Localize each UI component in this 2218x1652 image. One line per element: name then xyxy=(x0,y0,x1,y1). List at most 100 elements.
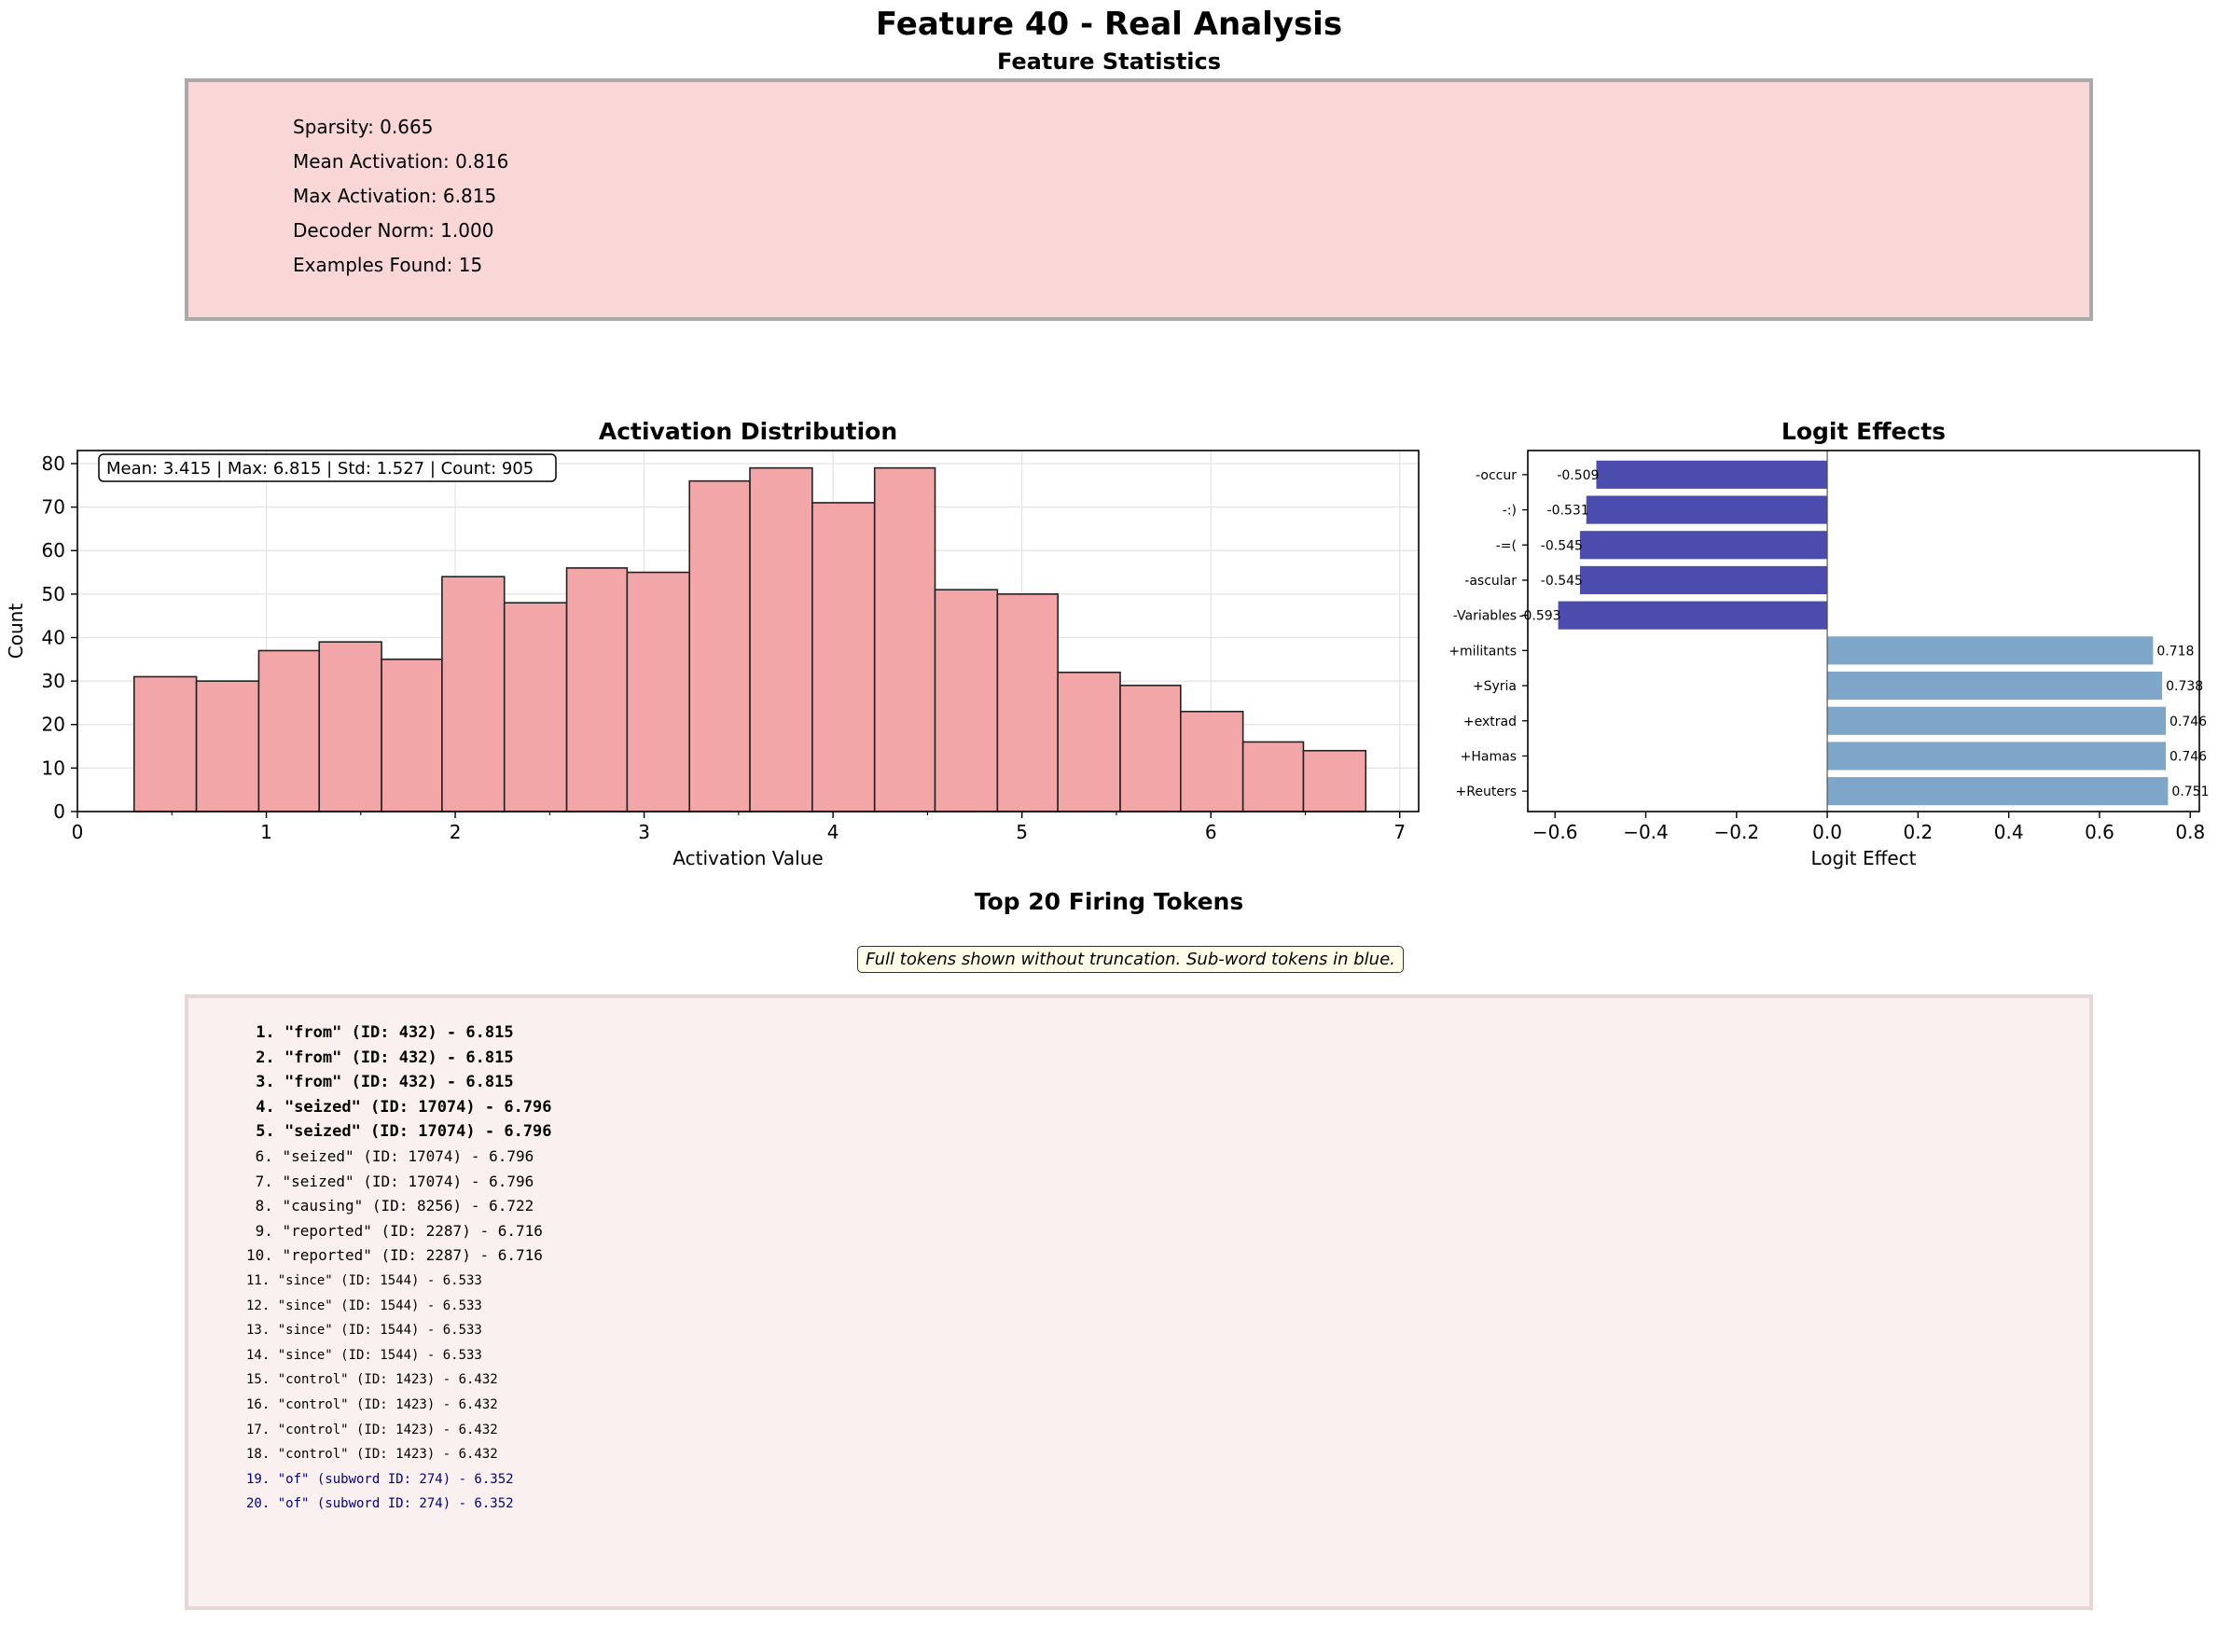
histogram-bar xyxy=(996,593,1059,812)
histogram-bar xyxy=(132,675,198,812)
logit-bar xyxy=(1596,460,1828,489)
logit-category-label: -:) xyxy=(1503,504,1517,519)
histogram-bar xyxy=(441,576,506,812)
histogram-bar xyxy=(195,680,260,812)
stat-sparsity: Sparsity: 0.665 xyxy=(293,116,434,138)
histogram-bar xyxy=(318,641,382,812)
token-row: 17. "control" (ID: 1423) - 6.432 xyxy=(246,1422,498,1437)
histogram-xtick-label: 3 xyxy=(638,821,650,843)
histogram-bar xyxy=(503,602,568,812)
logit-category-label: +Reuters xyxy=(1456,784,1517,799)
stat-examples-found: Examples Found: 15 xyxy=(293,254,483,276)
logit-value-label: 0.746 xyxy=(2169,715,2207,729)
histogram-bar xyxy=(1180,710,1244,812)
histogram-xtick-label: 1 xyxy=(260,821,272,843)
histogram-ytick-label: 50 xyxy=(42,583,65,605)
histogram-annotation-box xyxy=(98,453,557,482)
logit-bar xyxy=(1827,706,2166,735)
logit-title: Logit Effects xyxy=(1781,418,1946,445)
stat-max-activation: Max Activation: 6.815 xyxy=(293,185,497,207)
logit-category-label: -Variables xyxy=(1453,609,1517,624)
logit-frame xyxy=(1527,450,2200,812)
token-row: 14. "since" (ID: 1544) - 6.533 xyxy=(246,1347,482,1363)
tokens-note: Full tokens shown without truncation. Su… xyxy=(857,946,1404,973)
histogram-ytick-label: 0 xyxy=(53,800,65,823)
logit-xtick-label: −0.2 xyxy=(1713,821,1759,843)
token-row: 2. "from" (ID: 432) - 6.815 xyxy=(246,1048,514,1067)
histogram-bar xyxy=(1302,749,1367,812)
logit-bar xyxy=(1827,777,2169,806)
histogram-ytick-label: 80 xyxy=(42,452,65,475)
histogram-ylabel: Count xyxy=(5,604,27,659)
token-row: 3. "from" (ID: 432) - 6.815 xyxy=(246,1073,514,1092)
logit-category-label: +extrad xyxy=(1463,715,1517,729)
logit-value-label: -0.593 xyxy=(1518,609,1560,624)
logit-effects-chart: Logit Effects -occur -0.509 -:) -0.531 -=(-0.… xyxy=(1449,418,2209,869)
token-row-subword: 19. "of" (subword ID: 274) - 6.352 xyxy=(246,1471,514,1487)
histogram-xtick-label: 7 xyxy=(1393,821,1406,843)
token-row: 11. "since" (ID: 1544) - 6.533 xyxy=(246,1272,482,1288)
logit-value-label: 0.718 xyxy=(2156,644,2194,659)
histogram-bar xyxy=(873,466,936,812)
token-row: 15. "control" (ID: 1423) - 6.432 xyxy=(246,1372,498,1388)
histogram-bar xyxy=(565,567,629,812)
token-row: 4. "seized" (ID: 17074) - 6.796 xyxy=(246,1097,552,1117)
logit-xtick-label: −0.6 xyxy=(1532,821,1578,843)
token-row: 18. "control" (ID: 1423) - 6.432 xyxy=(246,1447,498,1463)
histogram-bar xyxy=(1241,741,1305,812)
histogram-ytick-label: 40 xyxy=(42,626,65,648)
histogram-ytick-label: 70 xyxy=(42,496,65,519)
histogram-xtick-label: 4 xyxy=(827,821,839,843)
histogram-bar xyxy=(688,479,751,812)
token-row-subword: 20. "of" (subword ID: 274) - 6.352 xyxy=(246,1496,514,1512)
stats-panel: Sparsity: 0.665 Mean Activation: 0.816 M… xyxy=(185,78,2093,321)
token-row: 16. "control" (ID: 1423) - 6.432 xyxy=(246,1396,498,1412)
logit-category-label: +Hamas xyxy=(1461,749,1517,764)
token-row: 5. "seized" (ID: 17074) - 6.796 xyxy=(246,1122,552,1142)
logit-category-label: -=( xyxy=(1496,538,1517,553)
token-row: 10. "reported" (ID: 2287) - 6.716 xyxy=(246,1246,543,1265)
token-row: 6. "seized" (ID: 17074) - 6.796 xyxy=(246,1146,534,1165)
stat-mean-activation: Mean Activation: 0.816 xyxy=(293,150,509,173)
histogram-bar xyxy=(934,589,999,812)
logit-bar xyxy=(1586,495,1828,524)
logit-value-label: -0.531 xyxy=(1547,504,1589,519)
histogram-bar xyxy=(811,502,876,812)
tokens-panel: 1. "from" (ID: 432) - 6.815 2. "from" (I… xyxy=(185,994,2093,1610)
logit-value-label: -0.545 xyxy=(1541,574,1583,589)
logit-xtick-label: 0.2 xyxy=(1903,821,1933,843)
logit-xtick-label: −0.4 xyxy=(1623,821,1669,843)
histogram-ytick-label: 60 xyxy=(42,539,65,562)
histogram-xtick-label: 0 xyxy=(72,821,84,843)
logit-category-label: +militants xyxy=(1449,644,1517,659)
histogram-xtick-label: 6 xyxy=(1205,821,1217,843)
logit-xlabel: Logit Effect xyxy=(1810,847,1916,869)
histogram-frame xyxy=(76,450,1420,812)
logit-bar xyxy=(1827,671,2163,701)
histogram-bar xyxy=(626,571,691,812)
logit-bar xyxy=(1827,742,2166,770)
histogram-bar xyxy=(381,659,443,812)
logit-value-label: 0.751 xyxy=(2171,784,2209,799)
histogram-bar xyxy=(257,649,321,812)
logit-value-label: -0.509 xyxy=(1557,468,1599,483)
logit-bar xyxy=(1827,636,2154,665)
logit-category-label: +Syria xyxy=(1473,679,1517,694)
token-row: 12. "since" (ID: 1544) - 6.533 xyxy=(246,1298,482,1313)
tokens-title: Top 20 Firing Tokens xyxy=(974,888,1244,915)
histogram-xtick-label: 2 xyxy=(450,821,462,843)
histogram-bar xyxy=(749,466,813,812)
tokens-list: 1. "from" (ID: 432) - 6.815 2. "from" (I… xyxy=(246,1020,552,1517)
histogram-bar xyxy=(1119,684,1182,812)
logit-category-label: -ascular xyxy=(1464,574,1517,589)
logit-value-label: -0.545 xyxy=(1541,538,1583,553)
logit-bar xyxy=(1558,601,1828,630)
logit-bar xyxy=(1579,565,1828,595)
histogram-title: Activation Distribution xyxy=(599,418,897,445)
logit-xtick-label: 0.6 xyxy=(2085,821,2114,843)
token-row: 7. "seized" (ID: 17074) - 6.796 xyxy=(246,1172,534,1190)
histogram-bar xyxy=(1057,671,1121,812)
figure-title: Feature 40 - Real Analysis xyxy=(875,6,1343,43)
logit-xtick-label: 0.8 xyxy=(2175,821,2205,843)
